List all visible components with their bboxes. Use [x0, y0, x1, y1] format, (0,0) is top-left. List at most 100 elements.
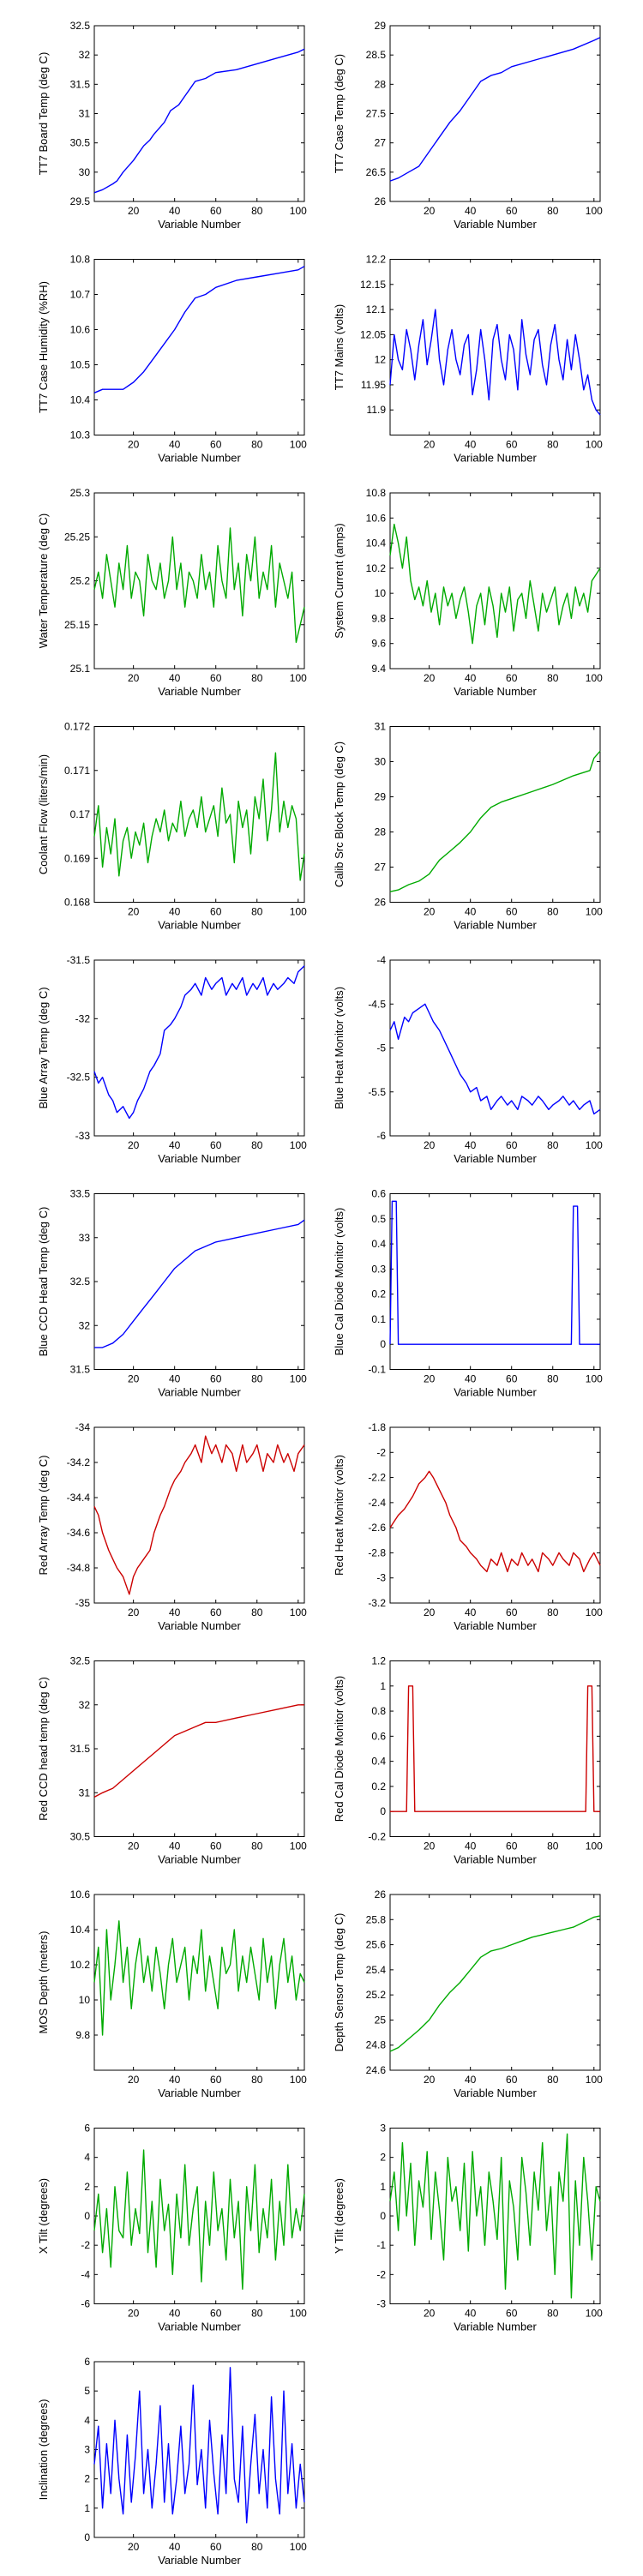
x-axis-label: Variable Number	[454, 452, 537, 465]
x-tick-label: 60	[210, 1373, 222, 1385]
y-tick-label: 25.6	[366, 1939, 387, 1951]
x-tick-label: 60	[210, 1840, 222, 1852]
x-tick-label: 80	[251, 1373, 263, 1385]
x-tick-label: 60	[210, 439, 222, 451]
chart-panel: 20 40 60 80 100 0 1 2 3 4 5 6 Variable Number Inclina…	[37, 2356, 307, 2567]
x-tick-label: 60	[210, 2308, 222, 2320]
y-tick-label: 4	[84, 2152, 90, 2164]
y-tick-label: 10.4	[366, 537, 387, 549]
y-tick-label: 4	[84, 2414, 90, 2426]
y-tick-label: 0	[380, 1338, 386, 1350]
x-axis-label: Variable Number	[454, 2087, 537, 2099]
y-axis-label: X Tilt (degrees)	[37, 2178, 50, 2254]
x-tick-label: 40	[465, 1606, 477, 1618]
y-tick-label: 31.5	[70, 78, 91, 90]
y-tick-label: -0.2	[368, 1831, 386, 1843]
y-tick-label: 12	[375, 354, 387, 366]
y-tick-label: 24.6	[366, 2064, 387, 2076]
axes-frame	[93, 1193, 305, 1370]
x-tick-label: 80	[251, 1139, 263, 1151]
chart-panel: 20 40 60 80 100 10.3 10.4 10.5 10.6 10.7 10.8 Varia…	[37, 254, 307, 465]
y-tick-label: 0.169	[64, 852, 90, 864]
y-tick-label: 9.4	[371, 663, 386, 675]
x-axis-label: Variable Number	[454, 218, 537, 231]
axes-frame	[93, 1426, 305, 1604]
y-tick-label: 30	[375, 756, 387, 768]
x-tick-label: 40	[169, 1606, 181, 1618]
y-tick-label: 25.8	[366, 1913, 387, 1925]
chart-panel: 20 40 60 80 100 9.4 9.6 9.8 10 10.2 10.4 10.6 10.8 Va…	[333, 487, 603, 698]
y-tick-label: -2	[376, 2268, 386, 2280]
chart-panel: 20 40 60 80 100 -0.1 0 0.1 0.2 0.3 0.4 0.5 0.6 Variab…	[333, 1188, 603, 1399]
y-tick-label: 28	[375, 78, 387, 90]
x-tick-label: 80	[547, 439, 559, 451]
x-axis-label: Variable Number	[454, 1152, 537, 1165]
y-tick-label: 0	[84, 2531, 90, 2543]
y-tick-label: -32	[75, 1012, 91, 1024]
x-tick-label: 60	[210, 2074, 222, 2086]
y-tick-label: 10.4	[70, 394, 91, 406]
x-axis-label: Variable Number	[158, 218, 241, 231]
y-tick-label: 10.8	[70, 254, 91, 266]
x-tick-label: 40	[169, 439, 181, 451]
x-tick-label: 100	[290, 2308, 307, 2320]
y-tick-label: 12.15	[360, 279, 386, 291]
y-tick-label: 2	[380, 2152, 386, 2164]
x-tick-label: 60	[506, 2074, 518, 2086]
x-tick-label: 100	[290, 2541, 307, 2553]
y-tick-label: 10.8	[366, 487, 387, 499]
y-tick-label: 10	[79, 1994, 91, 2006]
y-tick-label: 31.5	[70, 1743, 91, 1755]
y-tick-label: -34.2	[67, 1456, 91, 1468]
y-tick-label: 32	[79, 1699, 91, 1711]
series-line	[93, 752, 305, 881]
x-tick-label: 100	[586, 439, 603, 451]
x-tick-label: 40	[169, 2074, 181, 2086]
y-tick-label: 27	[375, 137, 387, 149]
y-tick-label: 25.1	[70, 663, 91, 675]
axes-frame	[389, 1193, 601, 1370]
chart-panel: 20 40 60 80 100 9.8 10 10.2 10.4 10.6 Variable Num…	[37, 1888, 307, 2099]
y-tick-label: -4	[81, 2268, 90, 2280]
y-tick-label: 0.5	[371, 1213, 386, 1225]
x-tick-label: 60	[210, 1606, 222, 1618]
x-tick-label: 40	[169, 2541, 181, 2553]
x-tick-label: 80	[251, 205, 263, 217]
y-axis-label: System Current (amps)	[333, 523, 346, 638]
x-tick-label: 20	[424, 1606, 436, 1618]
x-tick-label: 80	[251, 1840, 263, 1852]
y-tick-label: 0.6	[371, 1730, 386, 1742]
series-line	[93, 2149, 305, 2291]
x-axis-label: Variable Number	[454, 1619, 537, 1632]
x-tick-label: 20	[128, 2541, 140, 2553]
x-axis-label: Variable Number	[454, 1853, 537, 1866]
y-axis-label: MOS Depth (meters)	[37, 1931, 50, 2034]
y-tick-label: 0.2	[371, 1288, 386, 1300]
series-line	[93, 1435, 305, 1595]
y-tick-label: 0.8	[371, 1705, 386, 1717]
x-tick-label: 100	[290, 1840, 307, 1852]
y-tick-label: 0.4	[371, 1238, 386, 1250]
series-line	[389, 750, 601, 892]
x-axis-label: Variable Number	[158, 2321, 241, 2333]
y-axis-label: Y Tilt (degrees)	[333, 2178, 346, 2254]
chart-panel: 20 40 60 80 100 11.9 11.95 12 12.05 12.1 12.15 12.2…	[333, 254, 603, 465]
y-axis-label: TT7 Board Temp (deg C)	[37, 52, 50, 176]
y-tick-label: 25.3	[70, 487, 91, 499]
series-line	[389, 523, 601, 645]
y-tick-label: 10.5	[70, 359, 91, 371]
axes-frame	[93, 25, 305, 202]
x-axis-label: Variable Number	[454, 2321, 537, 2333]
y-tick-label: 2	[84, 2181, 90, 2193]
y-tick-label: 25.4	[366, 1964, 387, 1976]
x-tick-label: 60	[506, 1606, 518, 1618]
y-axis-label: Red Heat Monitor (volts)	[333, 1455, 346, 1576]
x-tick-label: 60	[210, 2541, 222, 2553]
x-tick-label: 100	[290, 672, 307, 684]
x-tick-label: 100	[586, 906, 603, 918]
y-tick-label: -34.6	[67, 1527, 91, 1539]
x-tick-label: 80	[251, 2541, 263, 2553]
series-line	[93, 965, 305, 1120]
y-tick-label: 32.5	[70, 20, 91, 32]
axes-frame	[389, 25, 601, 202]
